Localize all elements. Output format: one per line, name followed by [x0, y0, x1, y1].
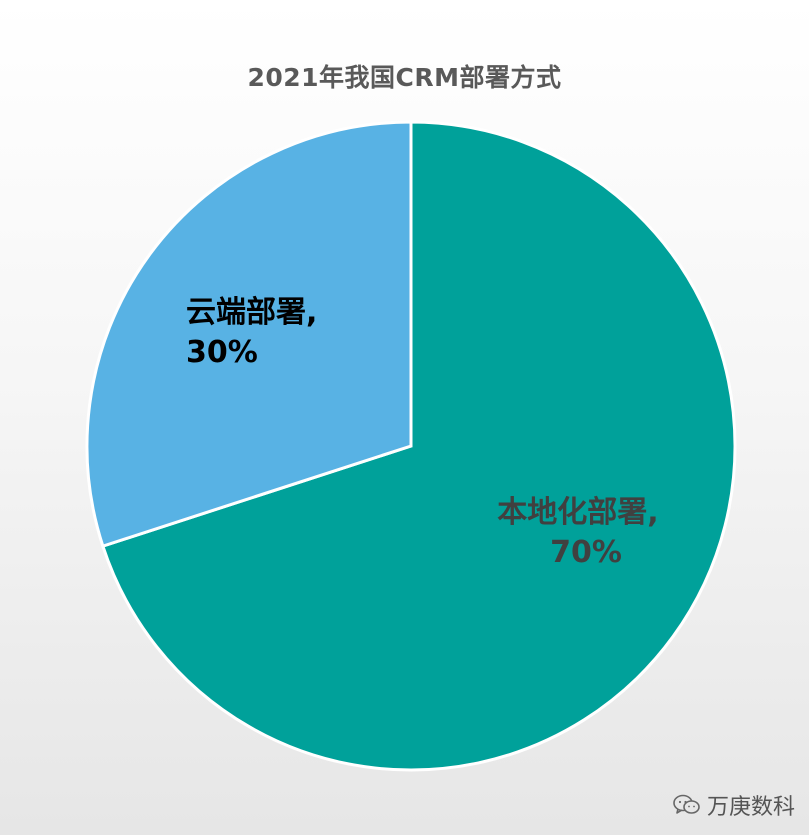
- slice-label-0: 本地化部署,: [497, 495, 658, 530]
- slice-value-label-0: 70%: [550, 535, 622, 570]
- watermark-text: 万庚数科: [706, 795, 795, 820]
- pie-slice-0: [100, 120, 737, 772]
- watermark: 万庚数科: [673, 789, 795, 821]
- slice-label-1: 云端部署,: [186, 295, 317, 330]
- wechat-icon: [673, 794, 701, 816]
- pie-slice-1: [85, 120, 413, 549]
- chart-title: 2021年我国CRM部署方式: [247, 63, 562, 92]
- slice-value-label-1: 30%: [186, 335, 258, 370]
